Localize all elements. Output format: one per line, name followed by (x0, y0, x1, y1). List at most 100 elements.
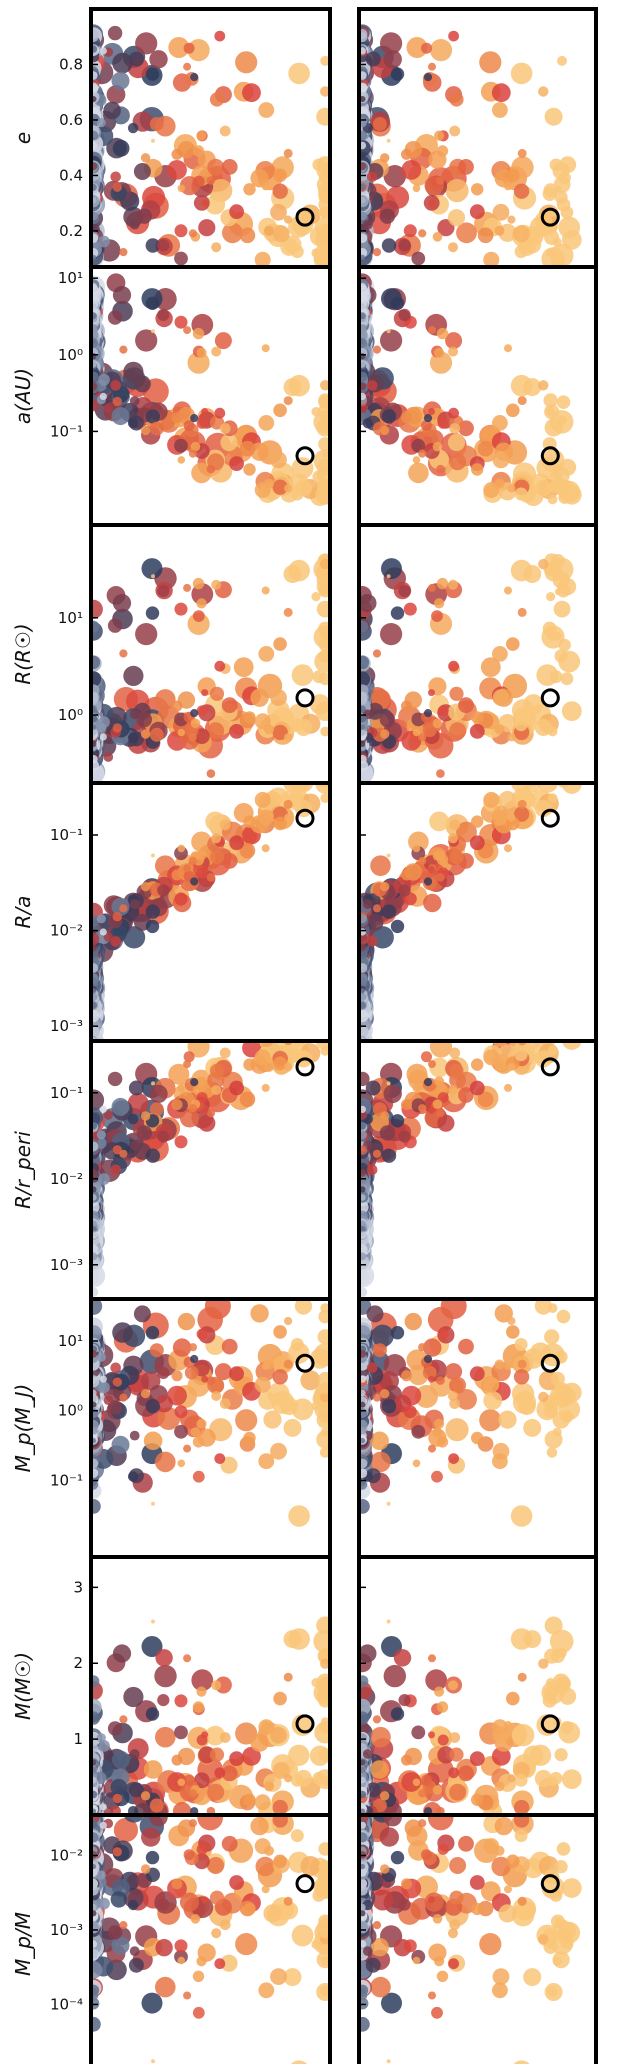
y-axis-title: R(R☉) (11, 623, 35, 684)
data-point (557, 415, 567, 426)
data-point (157, 308, 170, 321)
data-point (359, 32, 368, 43)
data-point (320, 581, 330, 592)
data-point (312, 470, 326, 484)
data-point (177, 844, 186, 853)
data-point (311, 248, 321, 258)
data-point (284, 733, 293, 742)
data-point (436, 327, 449, 340)
data-point (197, 1306, 223, 1333)
data-point (447, 209, 466, 227)
data-point (243, 1058, 256, 1071)
data-point (250, 1733, 269, 1752)
data-point (196, 417, 208, 429)
data-point (188, 449, 197, 458)
data-point (183, 1060, 192, 1069)
data-point (380, 729, 390, 739)
data-point (320, 1427, 330, 1437)
data-point (412, 728, 421, 737)
data-point (190, 441, 201, 452)
data-point (445, 179, 469, 203)
data-point (542, 187, 557, 201)
data-point (477, 440, 494, 457)
data-point (319, 482, 330, 493)
data-point (514, 1048, 528, 1062)
data-point (239, 1091, 256, 1108)
panel-frame (89, 1813, 332, 2064)
data-point (91, 1089, 105, 1111)
highlight-marker (540, 207, 560, 227)
data-point (283, 1896, 293, 1906)
data-point (201, 199, 209, 207)
data-point (401, 1878, 412, 1890)
data-point (312, 158, 326, 172)
data-point (273, 637, 287, 651)
data-point (258, 646, 275, 662)
data-point (273, 816, 287, 831)
data-point (492, 1719, 508, 1735)
data-point (552, 237, 562, 247)
highlight-marker (540, 1353, 560, 1373)
data-point (448, 1085, 458, 1096)
data-point (372, 1889, 394, 1911)
highlight-marker (540, 1057, 560, 1077)
data-point (550, 253, 565, 267)
data-point (168, 37, 190, 58)
data-point (428, 1444, 436, 1453)
data-point (366, 1164, 378, 1175)
panel-1-right (357, 7, 598, 269)
data-point (196, 1418, 207, 1429)
data-point (91, 1499, 101, 1514)
data-point (393, 1649, 412, 1667)
data-point (547, 1045, 558, 1056)
data-point (111, 1936, 130, 1955)
data-point (359, 1025, 369, 1038)
data-point (418, 1104, 427, 1113)
data-point (561, 1769, 582, 1789)
y-tick-label: 0.6 (59, 111, 83, 129)
data-point (318, 638, 330, 652)
data-point (174, 1725, 188, 1740)
data-point (264, 724, 274, 735)
data-point (219, 1398, 231, 1409)
data-point (477, 227, 494, 244)
data-point (221, 1338, 238, 1355)
data-point (458, 159, 474, 175)
panel-frame (357, 1813, 598, 2064)
data-point (411, 1725, 426, 1740)
data-point (359, 655, 370, 670)
data-point (141, 1636, 163, 1657)
data-point (112, 1847, 123, 1857)
data-point (448, 660, 459, 672)
highlight-marker (295, 1353, 315, 1373)
data-point (211, 346, 222, 357)
data-point (311, 407, 321, 417)
data-point (219, 1919, 231, 1931)
data-point (221, 697, 238, 714)
data-point (264, 1845, 274, 1856)
data-point (290, 1048, 304, 1062)
highlight-marker (295, 1874, 315, 1894)
data-point (437, 417, 449, 429)
data-point (359, 620, 369, 633)
data-point (192, 1436, 205, 1448)
data-point (471, 815, 484, 828)
scatter-points (91, 1041, 330, 1297)
data-point (449, 819, 461, 831)
data-point (483, 1049, 500, 1066)
data-point (99, 1375, 107, 1383)
data-point (318, 437, 330, 452)
data-point (423, 709, 433, 718)
data-point (372, 248, 382, 257)
data-point (261, 844, 270, 853)
data-point (258, 1982, 275, 1999)
data-point (219, 1047, 231, 1059)
data-point (380, 1389, 390, 1399)
data-point (504, 344, 512, 353)
data-point (386, 1619, 391, 1624)
data-point (412, 844, 421, 853)
data-point (561, 701, 582, 721)
data-point (390, 1114, 405, 1128)
data-point (211, 833, 222, 844)
data-point (370, 1451, 391, 1473)
